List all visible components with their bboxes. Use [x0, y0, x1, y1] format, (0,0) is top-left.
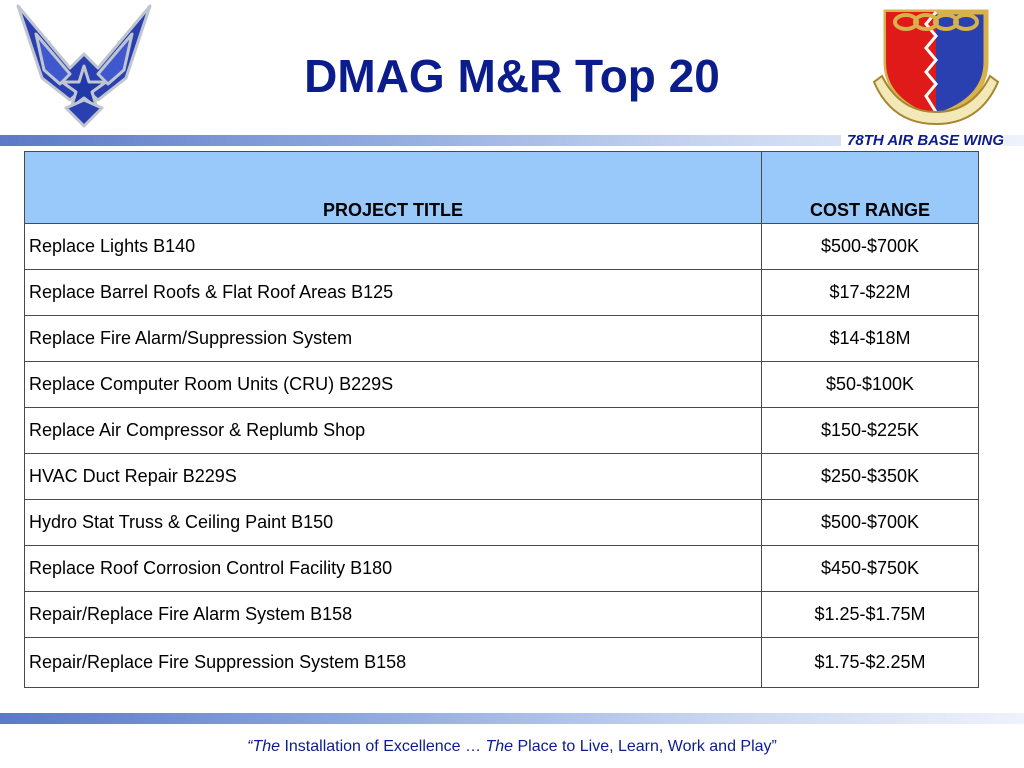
- cost-range-cell: $150-$225K: [761, 407, 979, 454]
- table-row: Hydro Stat Truss & Ceiling Paint B150 $5…: [24, 499, 979, 546]
- table-row: Replace Air Compressor & Replumb Shop $1…: [24, 407, 979, 454]
- cost-range-cell: $500-$700K: [761, 499, 979, 546]
- table-row: Replace Fire Alarm/Suppression System $1…: [24, 315, 979, 362]
- project-title-cell: Replace Lights B140: [24, 223, 762, 270]
- project-title-cell: Replace Roof Corrosion Control Facility …: [24, 545, 762, 592]
- project-title-cell: Repair/Replace Fire Alarm System B158: [24, 591, 762, 638]
- cost-range-cell: $450-$750K: [761, 545, 979, 592]
- cost-range-cell: $500-$700K: [761, 223, 979, 270]
- footer-part-2: Place to Live, Learn, Work and Play”: [513, 738, 777, 755]
- page-title: DMAG M&R Top 20: [304, 50, 720, 102]
- cost-range-cell: $250-$350K: [761, 453, 979, 500]
- table-row: Replace Computer Room Units (CRU) B229S …: [24, 361, 979, 408]
- cost-range-cell: $50-$100K: [761, 361, 979, 408]
- table-row: HVAC Duct Repair B229S $250-$350K: [24, 453, 979, 500]
- top-divider-band: [0, 135, 1024, 146]
- wing-label: 78TH AIR BASE WING: [841, 131, 1004, 151]
- table-row: Repair/Replace Fire Suppression System B…: [24, 637, 979, 688]
- cost-range-cell: $1.25-$1.75M: [761, 591, 979, 638]
- project-title-cell: Replace Fire Alarm/Suppression System: [24, 315, 762, 362]
- bottom-divider-band: [0, 713, 1024, 724]
- wing-shield-emblem-icon: [872, 9, 1000, 126]
- cost-range-cell: $14-$18M: [761, 315, 979, 362]
- table-row: Repair/Replace Fire Alarm System B158 $1…: [24, 591, 979, 638]
- project-title-cell: Replace Air Compressor & Replumb Shop: [24, 407, 762, 454]
- footer-slogan: “The Installation of Excellence … The Pl…: [0, 738, 1024, 756]
- table-row: Replace Roof Corrosion Control Facility …: [24, 545, 979, 592]
- footer-the-2: The: [485, 738, 514, 755]
- table-row: Replace Barrel Roofs & Flat Roof Areas B…: [24, 269, 979, 316]
- project-title-cell: Repair/Replace Fire Suppression System B…: [24, 637, 762, 688]
- table-row: Replace Lights B140 $500-$700K: [24, 223, 979, 270]
- footer-part-1: Installation of Excellence …: [280, 738, 486, 755]
- project-title-cell: Replace Barrel Roofs & Flat Roof Areas B…: [24, 269, 762, 316]
- projects-table: PROJECT TITLE COST RANGE Replace Lights …: [24, 151, 979, 688]
- column-header-cost-range: COST RANGE: [761, 151, 979, 224]
- project-title-cell: HVAC Duct Repair B229S: [24, 453, 762, 500]
- project-title-cell: Replace Computer Room Units (CRU) B229S: [24, 361, 762, 408]
- column-header-project-title: PROJECT TITLE: [24, 151, 762, 224]
- cost-range-cell: $17-$22M: [761, 269, 979, 316]
- table-header-row: PROJECT TITLE COST RANGE: [24, 151, 979, 224]
- air-force-symbol-icon: [16, 4, 152, 128]
- footer-the-1: “The: [247, 738, 281, 755]
- cost-range-cell: $1.75-$2.25M: [761, 637, 979, 688]
- project-title-cell: Hydro Stat Truss & Ceiling Paint B150: [24, 499, 762, 546]
